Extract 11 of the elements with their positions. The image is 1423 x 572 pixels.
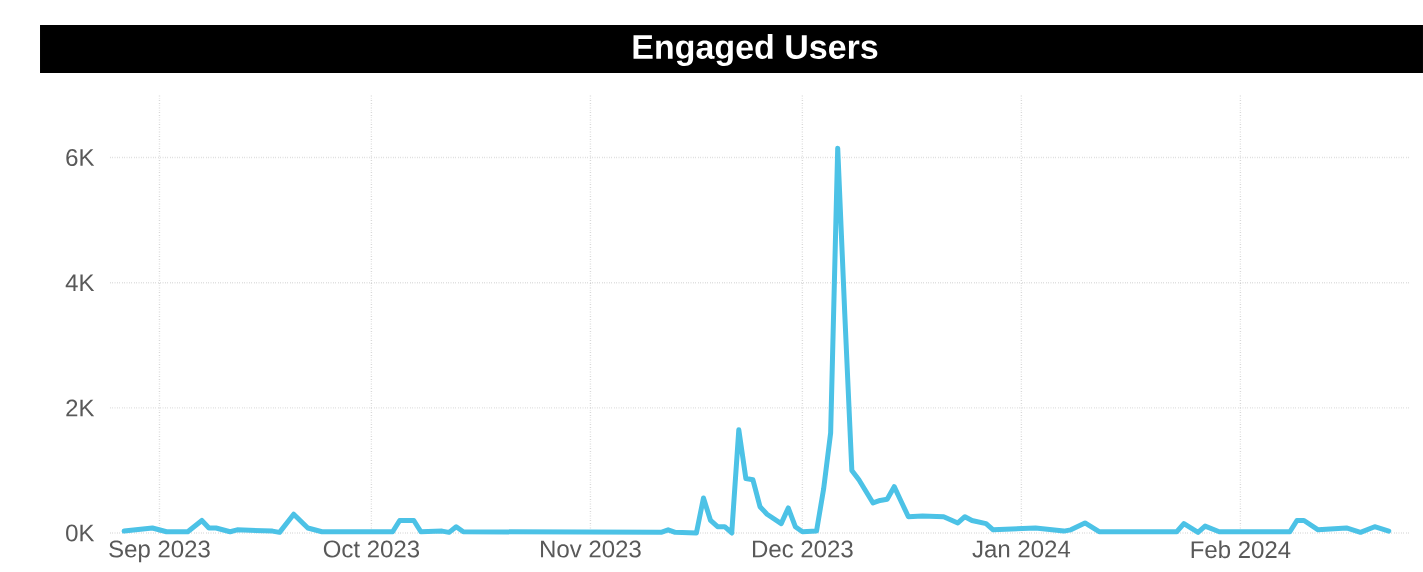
x-tick-label: Nov 2023 [541, 540, 641, 558]
y-tick-label: 0K [66, 524, 95, 542]
y-tick-label: 6K [66, 149, 95, 167]
x-tick-label: Jan 2024 [972, 540, 1071, 558]
x-tick-label: Feb 2024 [1191, 540, 1291, 559]
x-tick-label: Sep 2023 [109, 540, 210, 563]
y-tick-label: 4K [65, 274, 95, 291]
x-tick-label: Dec 2023 [752, 540, 853, 558]
x-tick-label: Oct 2023 [323, 540, 420, 558]
chart-title: Engaged Users [633, 34, 878, 66]
y-tick-label: 2K [66, 399, 95, 417]
